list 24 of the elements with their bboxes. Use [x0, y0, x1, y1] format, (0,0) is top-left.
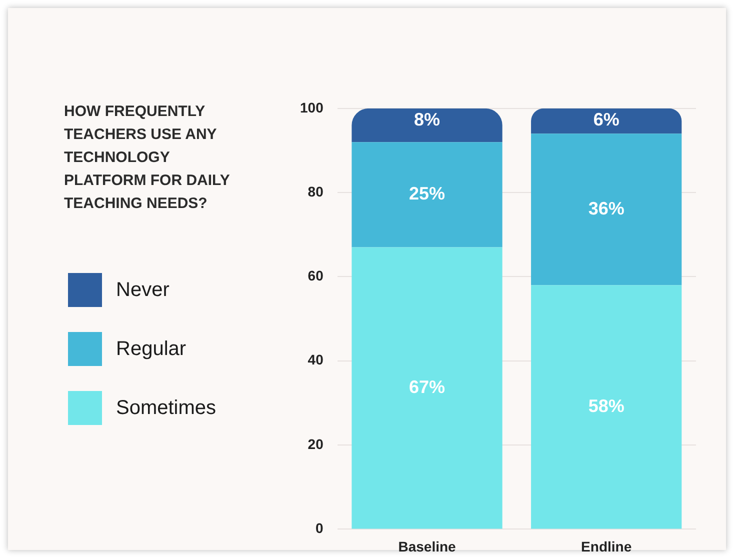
- data-label: 58%: [588, 396, 624, 416]
- bar: [352, 142, 502, 248]
- data-label: 36%: [588, 198, 624, 218]
- legend-label: Never: [116, 278, 170, 302]
- y-tick-label: 60: [308, 268, 324, 284]
- x-tick-label: Endline: [581, 538, 632, 554]
- y-tick-label: 100: [300, 99, 324, 116]
- data-label: 67%: [409, 376, 446, 397]
- y-tick-label: 80: [308, 183, 324, 200]
- y-tick-label: 0: [316, 520, 324, 536]
- y-tick-label: 40: [308, 352, 324, 368]
- bar: [531, 285, 682, 529]
- bar: [531, 108, 682, 134]
- bar: [352, 108, 502, 142]
- y-tick-label: 20: [308, 436, 324, 452]
- bar: [531, 134, 682, 286]
- legend-label: Regular: [116, 338, 186, 360]
- bar: [352, 247, 502, 529]
- text: HOW FREQUENTLY TEACHERS USE ANY TECHNOLOGY PLATFORM FOR DAILY TEACHING NEEDS?: [64, 102, 231, 214]
- data-label: 8%: [414, 109, 440, 130]
- data-label: 25%: [409, 184, 446, 204]
- x-tick-label: Baseline: [398, 538, 456, 554]
- data-label: 6%: [593, 109, 620, 130]
- legend-label: Sometimes: [116, 396, 216, 420]
